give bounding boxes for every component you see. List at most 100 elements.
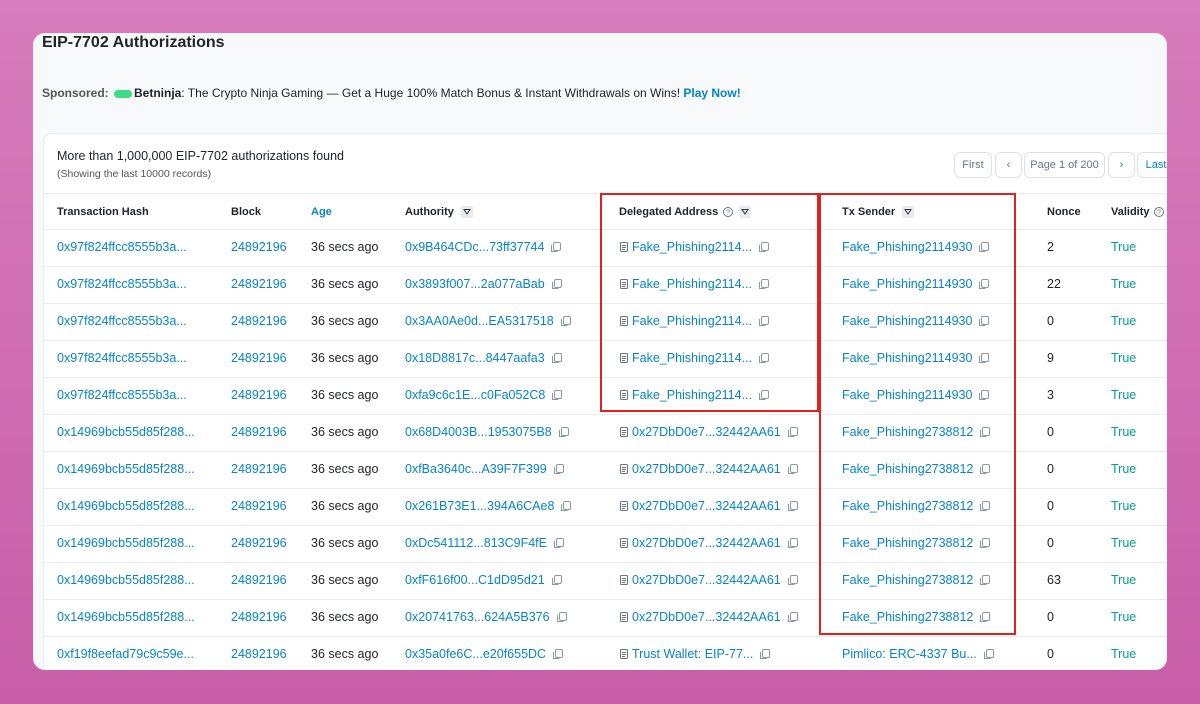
cell[interactable]: 0x97f824ffcc8555b3a... bbox=[57, 240, 187, 254]
cell[interactable]: 0x97f824ffcc8555b3a... bbox=[57, 314, 187, 328]
cell[interactable]: Fake_Phishing2738812 bbox=[842, 462, 974, 476]
cell[interactable]: 0xfF616f00...C1dD95d21 bbox=[405, 573, 545, 587]
cell[interactable]: 0x14969bcb55d85f288... bbox=[57, 610, 195, 624]
first-button[interactable]: First bbox=[954, 152, 992, 178]
copy-icon[interactable] bbox=[560, 315, 572, 327]
copy-icon[interactable] bbox=[551, 389, 563, 401]
cell[interactable]: Fake_Phishing2114... bbox=[632, 240, 752, 254]
cell[interactable]: 24892196 bbox=[231, 314, 287, 328]
copy-icon[interactable] bbox=[759, 648, 771, 660]
copy-icon[interactable] bbox=[556, 611, 568, 623]
sponsored-link[interactable]: Play Now! bbox=[683, 86, 741, 100]
copy-icon[interactable] bbox=[978, 278, 990, 290]
copy-icon[interactable] bbox=[551, 574, 563, 586]
filter-icon[interactable] bbox=[739, 206, 752, 218]
cell[interactable]: 0xfBa3640c...A39F7F399 bbox=[405, 462, 547, 476]
cell[interactable]: 24892196 bbox=[231, 462, 287, 476]
last-button[interactable]: Last bbox=[1137, 152, 1167, 178]
cell[interactable]: Fake_Phishing2114930 bbox=[842, 314, 973, 328]
cell[interactable]: 0x27DbD0e7...32442AA61 bbox=[632, 425, 781, 439]
copy-icon[interactable] bbox=[787, 426, 799, 438]
copy-icon[interactable] bbox=[758, 352, 770, 364]
cell[interactable]: 0x97f824ffcc8555b3a... bbox=[57, 388, 187, 402]
cell[interactable]: 0x9B464CDc...73ff37744 bbox=[405, 240, 545, 254]
copy-icon[interactable] bbox=[787, 500, 799, 512]
cell[interactable]: 24892196 bbox=[231, 425, 287, 439]
cell[interactable]: 0xf19f8eefad79c9c59e... bbox=[57, 647, 194, 661]
copy-icon[interactable] bbox=[758, 315, 770, 327]
copy-icon[interactable] bbox=[758, 389, 770, 401]
copy-icon[interactable] bbox=[787, 611, 799, 623]
cell[interactable]: 0x27DbD0e7...32442AA61 bbox=[632, 536, 781, 550]
cell[interactable]: 0x27DbD0e7...32442AA61 bbox=[632, 573, 781, 587]
prev-button[interactable]: ‹ bbox=[995, 152, 1022, 178]
cell[interactable]: Fake_Phishing2114930 bbox=[842, 388, 973, 402]
copy-icon[interactable] bbox=[758, 241, 770, 253]
filter-icon[interactable] bbox=[460, 206, 473, 218]
cell[interactable]: Fake_Phishing2738812 bbox=[842, 610, 974, 624]
cell[interactable]: 0x27DbD0e7...32442AA61 bbox=[632, 462, 781, 476]
copy-icon[interactable] bbox=[978, 352, 990, 364]
cell[interactable]: 0x27DbD0e7...32442AA61 bbox=[632, 499, 781, 513]
cell[interactable]: 0x18D8817c...8447aafa3 bbox=[405, 351, 545, 365]
copy-icon[interactable] bbox=[979, 463, 991, 475]
cell[interactable]: 24892196 bbox=[231, 499, 287, 513]
copy-icon[interactable] bbox=[979, 611, 991, 623]
cell[interactable]: 24892196 bbox=[231, 240, 287, 254]
cell[interactable]: Fake_Phishing2738812 bbox=[842, 425, 974, 439]
copy-icon[interactable] bbox=[978, 315, 990, 327]
copy-icon[interactable] bbox=[983, 648, 995, 660]
copy-icon[interactable] bbox=[979, 574, 991, 586]
copy-icon[interactable] bbox=[558, 426, 570, 438]
copy-icon[interactable] bbox=[979, 500, 991, 512]
sponsored-brand[interactable]: Betninja bbox=[134, 86, 182, 100]
copy-icon[interactable] bbox=[979, 537, 991, 549]
copy-icon[interactable] bbox=[553, 463, 565, 475]
cell[interactable]: Fake_Phishing2738812 bbox=[842, 573, 974, 587]
cell[interactable]: Fake_Phishing2738812 bbox=[842, 499, 974, 513]
cell[interactable]: 24892196 bbox=[231, 573, 287, 587]
cell[interactable]: Fake_Phishing2114... bbox=[632, 314, 752, 328]
cell[interactable]: 0x14969bcb55d85f288... bbox=[57, 573, 195, 587]
cell[interactable]: 0x261B73E1...394A6CAe8 bbox=[405, 499, 555, 513]
filter-icon[interactable] bbox=[902, 206, 915, 218]
copy-icon[interactable] bbox=[552, 648, 564, 660]
copy-icon[interactable] bbox=[550, 241, 562, 253]
cell[interactable]: 0x3893f007...2a077aBab bbox=[405, 277, 545, 291]
cell[interactable]: Pimlico: ERC-4337 Bu... bbox=[842, 647, 977, 661]
copy-icon[interactable] bbox=[787, 537, 799, 549]
cell[interactable]: 0x3AA0Ae0d...EA5317518 bbox=[405, 314, 554, 328]
copy-icon[interactable] bbox=[979, 426, 991, 438]
cell[interactable]: 0x35a0fe6C...e20f655DC bbox=[405, 647, 547, 661]
cell[interactable]: Fake_Phishing2114930 bbox=[842, 240, 973, 254]
copy-icon[interactable] bbox=[560, 500, 572, 512]
copy-icon[interactable] bbox=[787, 574, 799, 586]
cell[interactable]: 24892196 bbox=[231, 536, 287, 550]
copy-icon[interactable] bbox=[551, 278, 563, 290]
copy-icon[interactable] bbox=[758, 278, 770, 290]
copy-icon[interactable] bbox=[978, 389, 990, 401]
cell[interactable]: 0xDc541112...813C9F4fE bbox=[405, 536, 547, 550]
cell[interactable]: 0x14969bcb55d85f288... bbox=[57, 536, 195, 550]
cell[interactable]: 0x20741763...624A5B376 bbox=[405, 610, 550, 624]
cell[interactable]: Fake_Phishing2114930 bbox=[842, 351, 973, 365]
cell[interactable]: 24892196 bbox=[231, 647, 287, 661]
cell[interactable]: 24892196 bbox=[231, 277, 287, 291]
cell[interactable]: 0x97f824ffcc8555b3a... bbox=[57, 351, 187, 365]
cell[interactable]: 24892196 bbox=[231, 388, 287, 402]
cell[interactable]: 0x14969bcb55d85f288... bbox=[57, 425, 195, 439]
cell[interactable]: Fake_Phishing2114... bbox=[632, 351, 752, 365]
cell[interactable]: 0x68D4003B...1953075B8 bbox=[405, 425, 552, 439]
copy-icon[interactable] bbox=[787, 463, 799, 475]
cell[interactable]: 0x14969bcb55d85f288... bbox=[57, 499, 195, 513]
cell[interactable]: Fake_Phishing2114... bbox=[632, 277, 752, 291]
cell[interactable]: 0x97f824ffcc8555b3a... bbox=[57, 277, 187, 291]
copy-icon[interactable] bbox=[978, 241, 990, 253]
cell[interactable]: Trust Wallet: EIP-77... bbox=[632, 647, 754, 661]
cell[interactable]: Fake_Phishing2114930 bbox=[842, 277, 973, 291]
copy-icon[interactable] bbox=[553, 537, 565, 549]
cell[interactable]: Fake_Phishing2114... bbox=[632, 388, 752, 402]
cell[interactable]: 0xfa9c6c1E...c0Fa052C8 bbox=[405, 388, 546, 402]
next-button[interactable]: › bbox=[1108, 152, 1135, 178]
cell[interactable]: Fake_Phishing2738812 bbox=[842, 536, 974, 550]
